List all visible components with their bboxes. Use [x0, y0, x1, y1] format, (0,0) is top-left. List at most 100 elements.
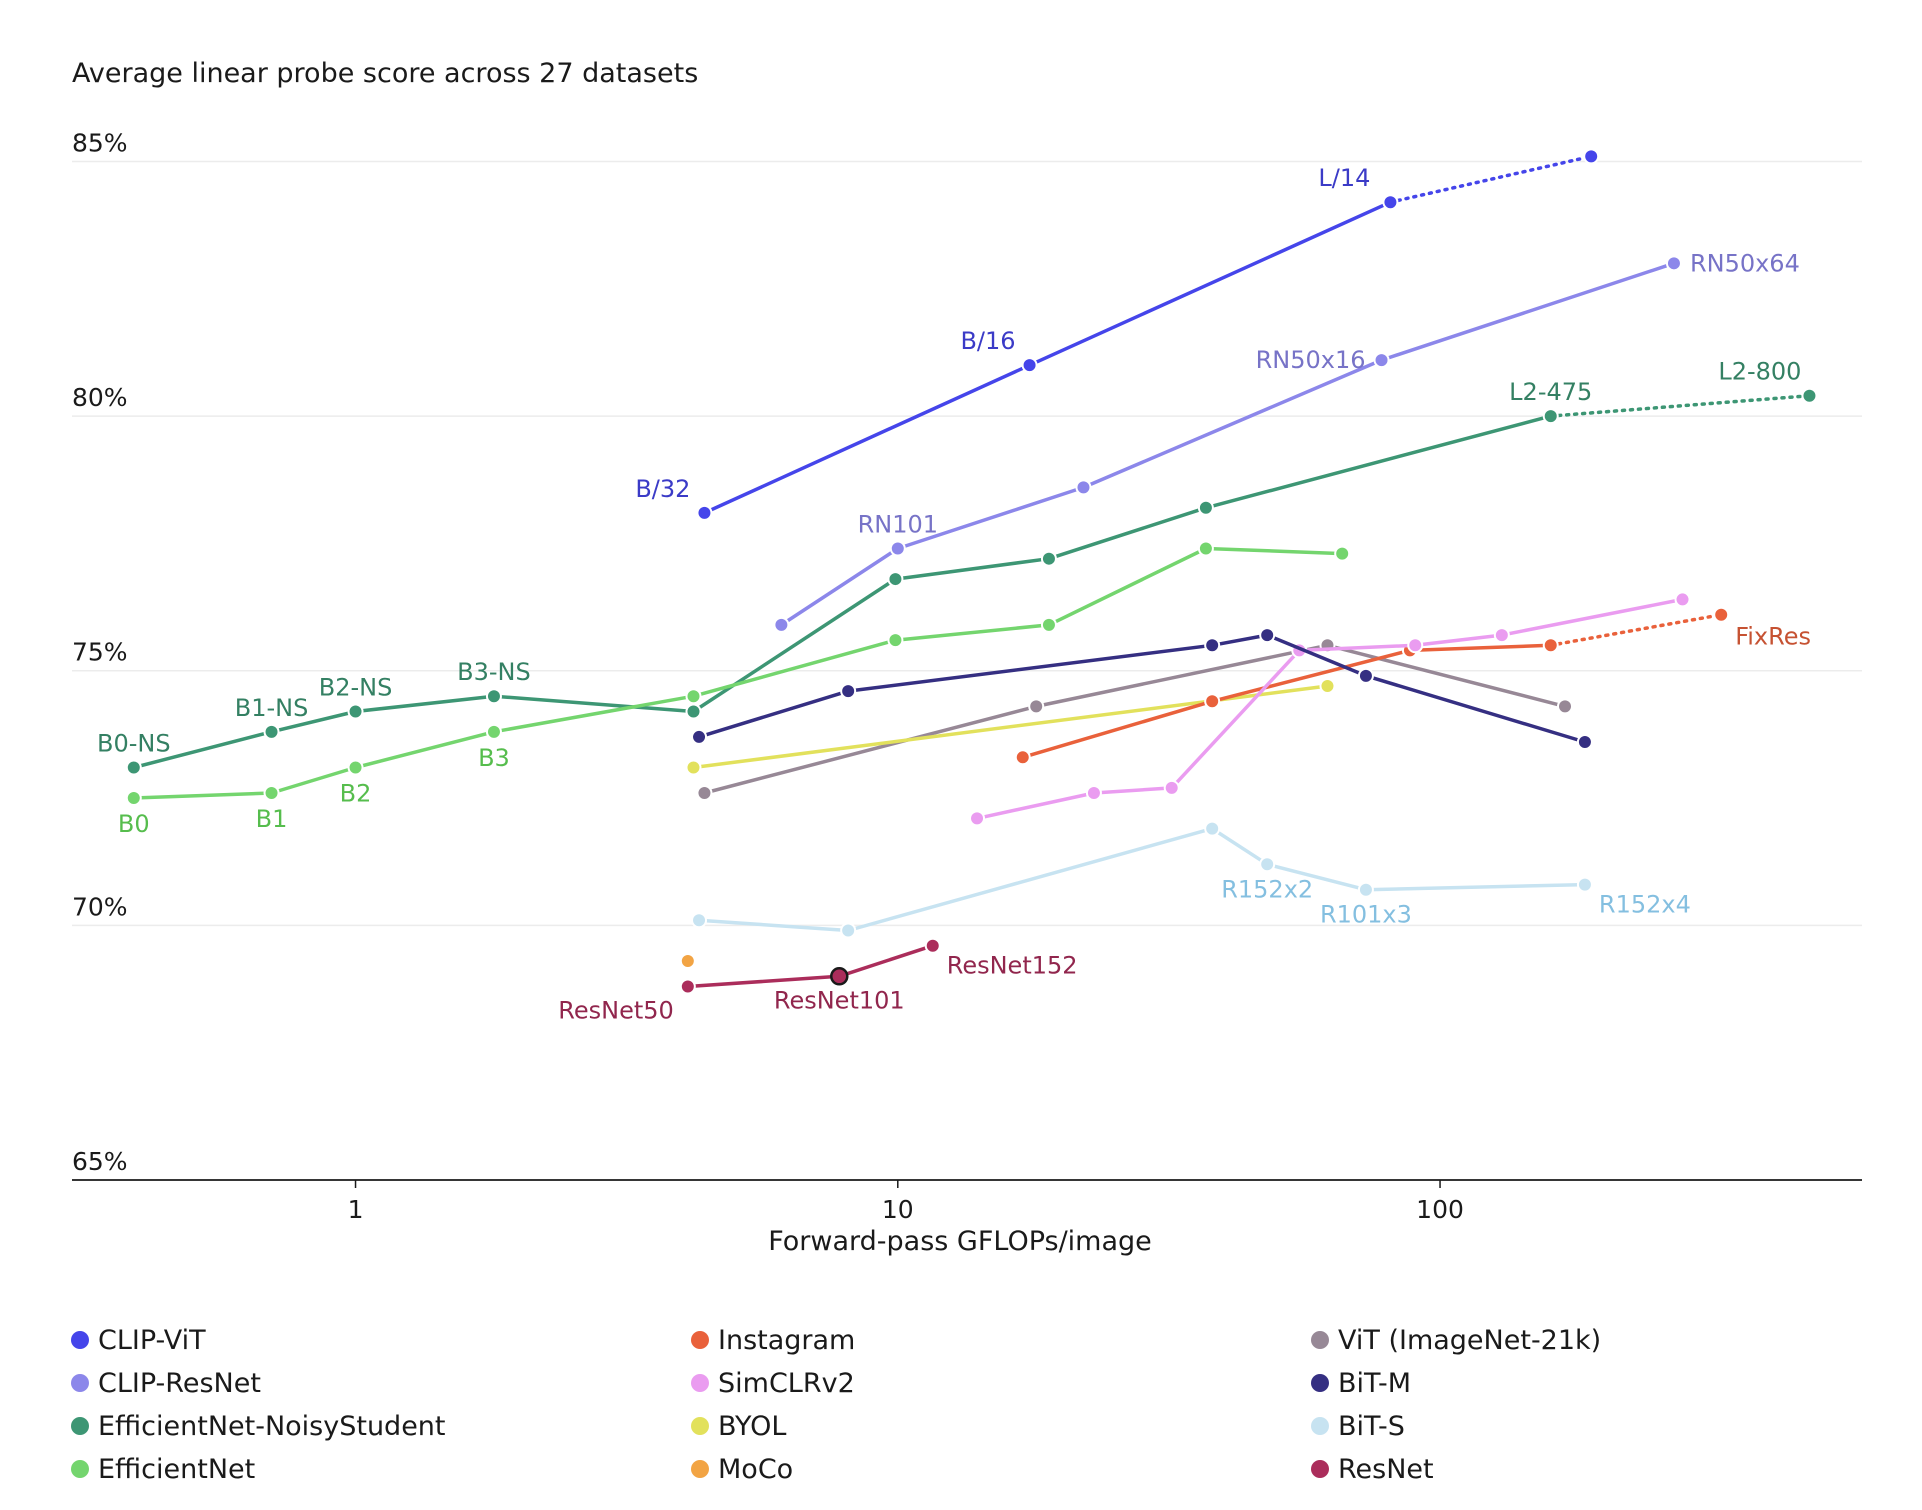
point-label: ResNet101 — [774, 986, 905, 1014]
point-label: FixRes — [1735, 623, 1811, 651]
series-clip-resnet — [773, 255, 1682, 633]
data-point — [1204, 637, 1221, 654]
legend-label: ResNet — [1338, 1454, 1434, 1485]
legend-label: Instagram — [718, 1325, 855, 1356]
point-label: RN50x16 — [1256, 346, 1366, 374]
y-tick-label: 75% — [72, 638, 128, 667]
legend-label: BiT-M — [1338, 1368, 1411, 1399]
series-line — [702, 643, 1567, 795]
data-point — [696, 784, 713, 801]
series-efficientnet — [125, 540, 1351, 807]
point-label: R152x4 — [1599, 891, 1691, 919]
legend-swatch — [71, 1460, 89, 1478]
legend-label: SimCLRv2 — [718, 1368, 855, 1399]
series-line — [691, 684, 1330, 770]
point-label-layer: L2-800 B0-NS B1-NS B2-NS B3-NS L2-475 B0 B1 B2 B3… — [97, 164, 1811, 1024]
series-line — [1021, 643, 1553, 760]
point-label: B/32 — [635, 475, 690, 503]
data-point — [1576, 734, 1593, 751]
legend-swatch — [71, 1331, 89, 1349]
legend-swatch — [1311, 1417, 1329, 1435]
legend-swatch — [71, 1417, 89, 1435]
data-point — [1542, 637, 1559, 654]
data-point — [1021, 357, 1038, 374]
legend-label: BYOL — [718, 1411, 786, 1442]
data-point — [263, 723, 280, 740]
data-point — [773, 616, 790, 633]
point-label: B0-NS — [97, 729, 171, 757]
data-point — [969, 810, 986, 827]
data-point — [1357, 881, 1374, 898]
legend-item-clip-vit: CLIP-ViT — [71, 1325, 206, 1356]
data-point — [691, 728, 708, 745]
data-point — [1197, 540, 1214, 557]
data-point — [263, 784, 280, 801]
point-label: ResNet50 — [558, 996, 674, 1024]
x-tick-label: 10 — [882, 1195, 914, 1224]
series-efficientnet-noisystudent — [125, 387, 1818, 776]
data-point — [125, 790, 142, 807]
data-point — [1576, 876, 1593, 893]
data-point — [685, 759, 702, 776]
data-point — [685, 703, 702, 720]
data-point — [830, 967, 849, 986]
data-point — [840, 683, 857, 700]
data-point — [347, 759, 364, 776]
legend-item-efficientnet: EfficientNet — [71, 1454, 255, 1485]
grid-layer: 65% 70% 75% 80% 85% — [72, 128, 1862, 1176]
legend-item-clip-resnet: CLIP-ResNet — [71, 1368, 261, 1399]
legend-swatch — [691, 1374, 709, 1392]
legend-swatch — [1311, 1331, 1329, 1349]
point-label: B1 — [256, 805, 288, 833]
legend-item-vit-imagenet-21k: ViT (ImageNet-21k) — [1311, 1325, 1601, 1356]
data-point — [1075, 479, 1092, 496]
chart-title: Average linear probe score across 27 dat… — [72, 58, 698, 89]
legend-swatch — [1311, 1374, 1329, 1392]
data-point — [840, 922, 857, 939]
legend-swatch — [691, 1331, 709, 1349]
data-point — [485, 723, 502, 740]
data-point — [887, 571, 904, 588]
series-resnet — [679, 937, 941, 995]
data-point — [1557, 698, 1574, 715]
data-point — [1259, 627, 1276, 644]
legend-swatch — [691, 1460, 709, 1478]
series-line — [686, 943, 935, 989]
data-point — [1674, 591, 1691, 608]
data-point — [125, 759, 142, 776]
series-bit-s — [691, 820, 1593, 939]
data-point — [1204, 820, 1221, 837]
data-point — [1493, 627, 1510, 644]
point-label: B2-NS — [319, 673, 393, 701]
data-point — [1382, 194, 1399, 211]
data-point — [1014, 749, 1031, 766]
point-label: B0 — [118, 810, 150, 838]
point-label: ResNet152 — [947, 952, 1078, 980]
data-point — [1163, 779, 1180, 796]
data-point — [1197, 499, 1214, 516]
y-tick-label: 65% — [72, 1147, 128, 1176]
point-label: L2-800 — [1718, 358, 1801, 386]
data-point — [1040, 550, 1057, 567]
legend-item-bit-m: BiT-M — [1311, 1368, 1411, 1399]
data-point — [889, 540, 906, 557]
legend-item-instagram: Instagram — [691, 1325, 855, 1356]
series-vit-imagenet-21k — [696, 637, 1574, 801]
legend-swatch — [71, 1374, 89, 1392]
point-label: B3-NS — [457, 658, 531, 686]
legend-item-simclrv2: SimCLRv2 — [691, 1368, 855, 1399]
x-tick-label: 1 — [348, 1195, 364, 1224]
data-point — [1407, 637, 1424, 654]
legend-label: MoCo — [718, 1454, 793, 1485]
data-point — [1583, 148, 1600, 165]
point-label: RN50x64 — [1690, 249, 1800, 277]
series-line — [779, 261, 1676, 627]
data-point — [1040, 616, 1057, 633]
data-point — [685, 688, 702, 705]
legend-item-moco: MoCo — [691, 1454, 793, 1485]
point-label: R101x3 — [1320, 901, 1412, 929]
point-label: R152x2 — [1221, 875, 1313, 903]
y-tick-label: 85% — [72, 128, 128, 157]
data-point — [1357, 667, 1374, 684]
